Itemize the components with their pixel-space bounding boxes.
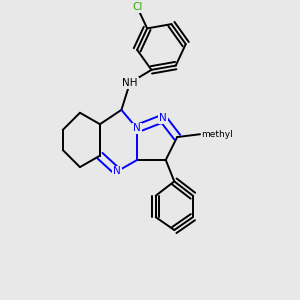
- Text: N: N: [159, 113, 167, 124]
- Text: Cl: Cl: [132, 2, 142, 12]
- Text: N: N: [113, 167, 121, 176]
- Text: N: N: [133, 124, 141, 134]
- Text: NH: NH: [122, 78, 138, 88]
- Text: methyl: methyl: [202, 130, 233, 139]
